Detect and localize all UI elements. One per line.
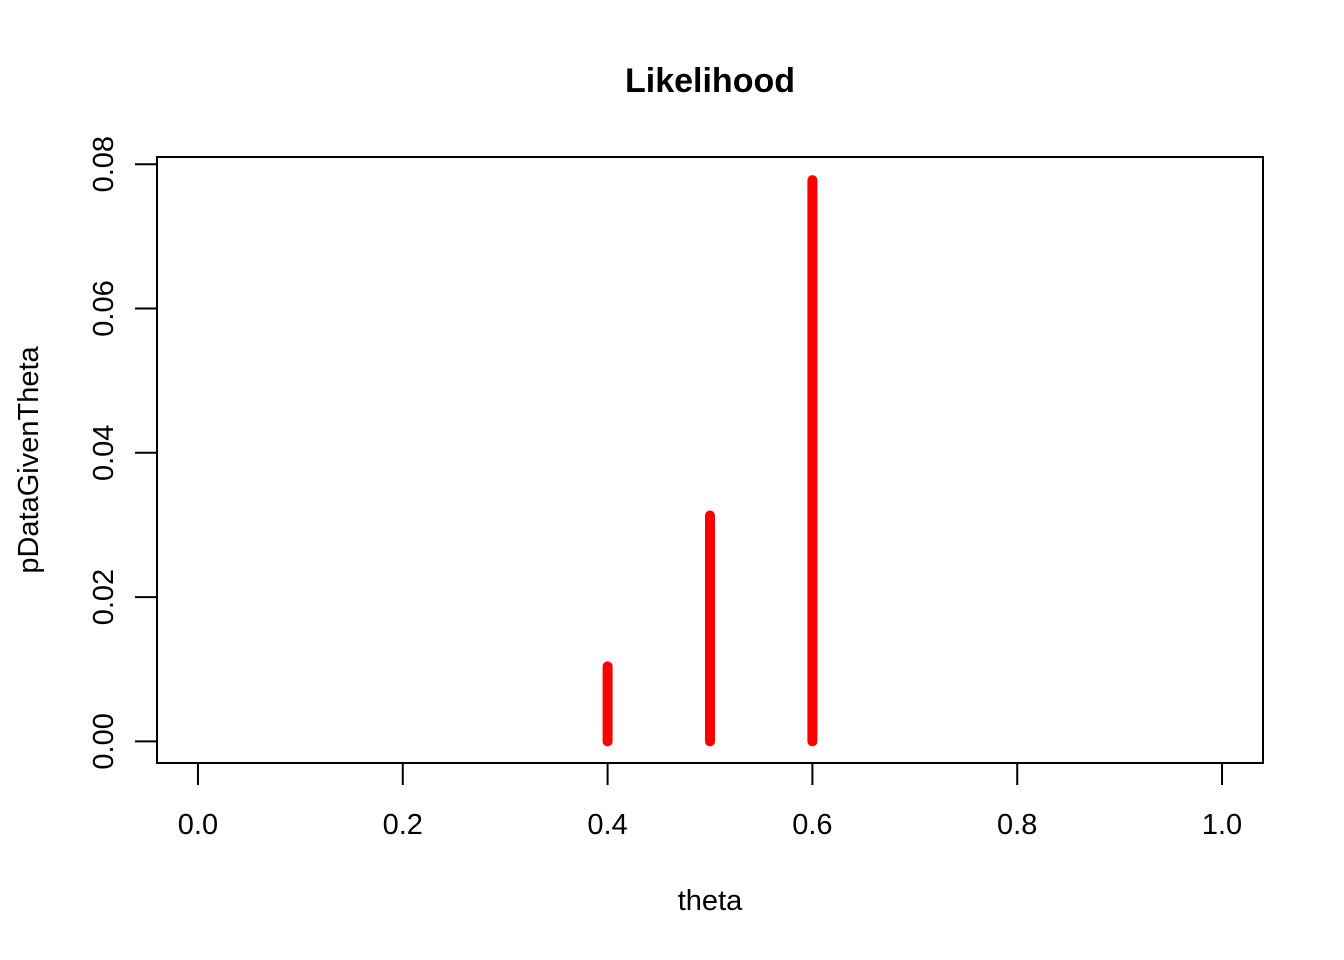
x-tick-label: 1.0 bbox=[1202, 809, 1242, 841]
x-tick-label: 0.6 bbox=[792, 809, 832, 841]
x-tick-label: 0.4 bbox=[587, 809, 627, 841]
y-tick-label: 0.08 bbox=[88, 136, 120, 192]
y-axis: 0.00 0.02 0.04 0.06 0.08 bbox=[88, 136, 158, 770]
y-tick-label: 0.00 bbox=[88, 713, 120, 769]
y-tick-label: 0.04 bbox=[88, 425, 120, 481]
x-axis: 0.0 0.2 0.4 0.6 0.8 1.0 bbox=[178, 762, 1242, 841]
x-tick-label: 0.8 bbox=[997, 809, 1037, 841]
x-axis-label: theta bbox=[678, 885, 743, 917]
y-tick-label: 0.02 bbox=[88, 569, 120, 625]
chart-title: Likelihood bbox=[625, 62, 795, 100]
likelihood-series bbox=[602, 175, 818, 747]
x-tick-label: 0.0 bbox=[178, 809, 218, 841]
y-tick-label: 0.06 bbox=[88, 280, 120, 336]
x-tick-label: 0.2 bbox=[383, 809, 423, 841]
y-axis-label: pDataGivenTheta bbox=[13, 345, 45, 573]
